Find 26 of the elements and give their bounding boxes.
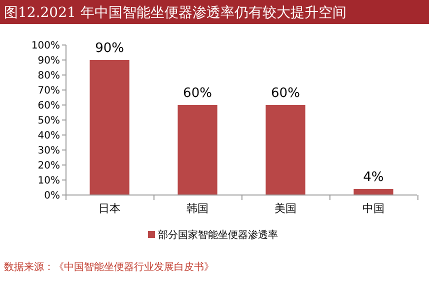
y-tick-label: 20% <box>38 160 60 172</box>
y-tick-label: 0% <box>44 190 60 202</box>
bar <box>178 105 218 195</box>
y-tick-label: 90% <box>38 56 60 66</box>
y-tick-label: 10% <box>38 176 60 186</box>
x-tick-label: 中国 <box>362 202 384 215</box>
y-tick-label: 100% <box>31 40 60 52</box>
bar <box>354 189 394 195</box>
bar <box>266 105 306 195</box>
text: 90% <box>95 41 124 56</box>
y-tick-label: 50% <box>38 116 60 126</box>
x-tick-label: 韩国 <box>186 202 209 215</box>
y-tick-label: 80% <box>38 70 60 82</box>
text: 60% <box>183 86 212 101</box>
bar <box>90 60 130 195</box>
y-tick-label: 70% <box>38 86 60 96</box>
y-tick-label: 30% <box>38 146 60 156</box>
chart-title: 图12.2021 年中国智能坐便器渗透率仍有较大提升空间 <box>4 5 346 21</box>
legend-label: 部分国家智能坐便器渗透率 <box>158 229 278 241</box>
x-tick-label: 日本 <box>98 202 121 215</box>
source-note: 数据来源：《中国智能坐便器行业发展白皮书》 <box>4 261 214 273</box>
y-tick-label: 40% <box>38 130 60 142</box>
text: 60% <box>271 86 300 101</box>
text: 4% <box>363 170 384 185</box>
y-tick-label: 60% <box>38 100 60 112</box>
x-tick-label: 美国 <box>274 202 296 215</box>
